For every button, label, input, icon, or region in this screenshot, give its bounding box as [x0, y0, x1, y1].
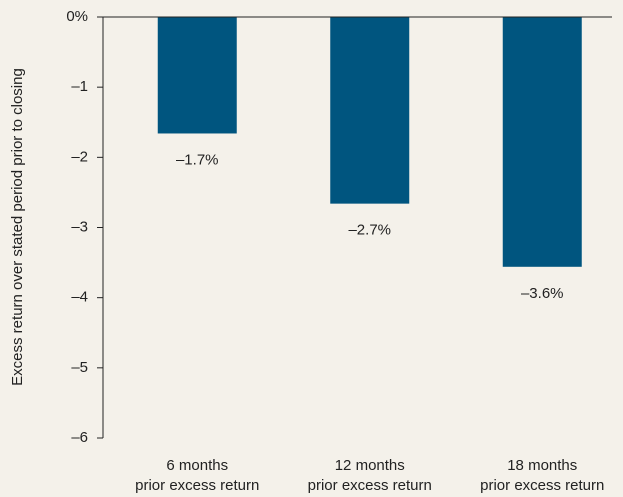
bar — [157, 17, 237, 134]
x-tick-label-line: 18 months — [507, 457, 577, 474]
x-tick-label: 12 months prior excess return — [308, 457, 432, 494]
x-tick-label-line: 6 months — [166, 457, 228, 474]
x-tick-label: 6 months prior excess return — [135, 457, 259, 494]
x-tick-label-line: prior excess return — [135, 477, 259, 494]
value-label: –2.7% — [348, 222, 391, 239]
y-tick-label: –2 — [71, 148, 88, 165]
y-tick-label: –1 — [71, 78, 88, 95]
y-tick-label: –4 — [71, 289, 88, 306]
y-tick-label: –6 — [71, 429, 88, 446]
y-tick-label: –5 — [71, 359, 88, 376]
y-tick-label: –3 — [71, 218, 88, 235]
x-tick-label-line: prior excess return — [308, 477, 432, 494]
x-tick-label: 18 months prior excess return — [480, 457, 604, 494]
value-label: –1.7% — [176, 151, 219, 168]
bar — [330, 17, 410, 204]
value-label: –3.6% — [521, 285, 564, 302]
bar — [502, 17, 582, 267]
x-tick-label-line: 12 months — [335, 457, 405, 474]
y-axis-label: Excess return over stated period prior t… — [9, 68, 26, 386]
y-tick-label: 0% — [66, 8, 88, 25]
x-tick-label-line: prior excess return — [480, 477, 604, 494]
